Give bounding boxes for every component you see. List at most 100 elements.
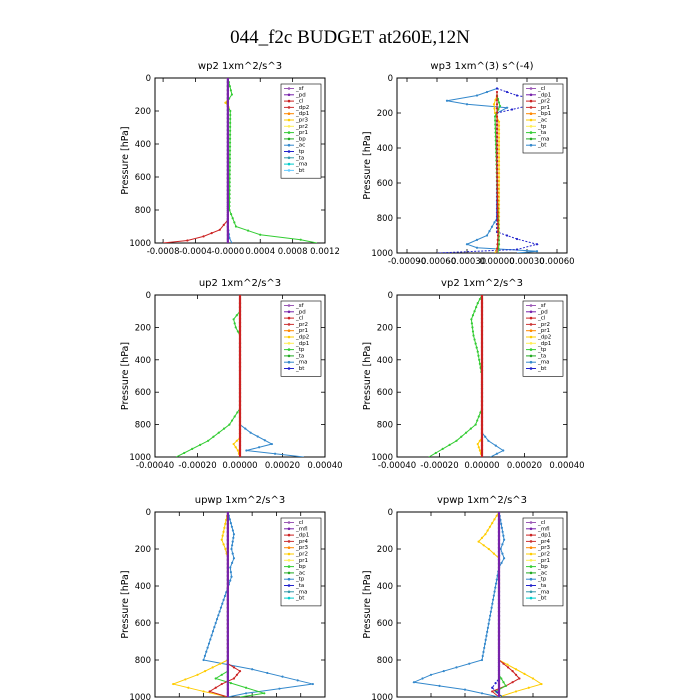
y-axis-label: Pressure [hPa] [362,570,373,638]
series-marker-bt [238,353,242,356]
series-marker-dp1 [448,443,451,446]
series-marker-bt [480,412,484,415]
series-marker-pr1 [497,179,501,183]
legend-marker [529,137,533,141]
series-marker-ta [535,243,539,246]
panel-title: wp2 1xm^2/s^3 [198,61,282,72]
series-marker-dp1 [491,690,494,693]
legend-marker [529,596,533,600]
y-tick-label: 400 [135,356,151,366]
series-marker-pr1 [228,133,232,136]
legend-entry: _ma [537,360,549,366]
series-marker-bt [226,647,229,650]
series-marker-tp [493,590,496,593]
series-group [163,78,318,243]
series-marker-tp [244,692,248,695]
series-marker-tp [219,606,223,609]
legend-marker [287,342,291,345]
series-marker-bt [226,535,229,538]
y-tick-label: 1000 [371,693,393,700]
legend-entry: _ma [295,360,307,366]
legend-marker [287,590,291,594]
series-marker-dp1 [473,310,476,313]
x-tick-label: 0.00020 [507,461,542,471]
series-marker-cl [495,131,499,134]
series-marker-cl [495,164,499,167]
series-marker-bt [226,522,229,526]
series-marker-bt [238,392,242,395]
series-marker-ta [505,90,509,94]
series-marker-bp1 [494,127,497,130]
series-marker-bt [480,329,484,332]
series-marker-bt [238,420,242,423]
legend-entry: _tp [295,149,305,155]
series-marker-pr1 [491,522,494,525]
series-marker-pr1 [219,662,222,665]
y-tick-label: 200 [377,109,393,119]
series-marker-pr1 [236,449,239,452]
legend-marker [287,521,291,524]
series-marker-tp [500,561,503,564]
plot-frame [396,511,568,698]
legend-marker [529,329,533,333]
series-marker-cl [495,148,499,151]
series-marker-bt [226,101,229,104]
legend-marker [287,131,291,134]
series-marker-bt [238,368,242,372]
legend-marker [287,118,291,122]
y-tick-label: 800 [135,206,151,216]
series-marker-tp [492,594,495,597]
series-marker-bt [226,121,229,124]
series-marker-bt [497,583,501,586]
series-marker-cl [496,195,499,198]
legend-marker [287,540,291,543]
series-group [171,512,314,697]
series-marker-cl [495,123,499,126]
series-marker-bt [497,587,501,590]
series-marker-pr1 [229,121,232,124]
legend-box [280,517,322,607]
series-marker-dp1 [478,358,481,361]
legend-entry: _ta [295,155,304,161]
x-tick-label: -0.0004 [179,247,212,257]
legend-marker [287,106,291,109]
series-marker-tp [505,106,509,109]
legend-marker [529,106,533,109]
series-marker-bt [497,571,501,574]
series-marker-pr1 [232,442,235,446]
series-marker-bp [502,681,505,684]
legend-entry: _tp [295,347,305,353]
series-marker-bt [497,512,501,514]
series-marker-pr1 [487,547,490,551]
legend-entry: _dp1 [295,111,309,117]
series-marker-dp2 [236,330,239,333]
legend-entry: _ac [537,118,547,124]
series-marker-cl [495,139,499,143]
legend-marker [287,546,291,549]
series-marker-bt [497,639,501,642]
y-tick-label: 400 [377,144,393,154]
legend-entry: _pr2 [537,322,550,328]
series-marker-pr1 [497,172,501,175]
y-tick-label: 400 [377,356,393,366]
series-marker-bt [238,345,242,348]
series-marker-bt [226,583,229,586]
series-marker-bt [226,627,229,630]
y-tick-label: 1000 [371,453,393,463]
series-marker-bt [238,357,242,360]
legend-entry: _ta [537,130,546,136]
legend-entry: _ac [537,570,547,576]
series-marker-bt [497,619,501,622]
series-marker-bt [226,197,229,200]
series-marker-bt [238,365,242,368]
legend-marker [529,87,533,90]
series-marker-tp [231,544,234,547]
y-tick-label: 200 [135,323,151,333]
series-line-dp2 [163,78,229,243]
series-marker-bt [238,432,242,435]
series-marker-tp [215,618,219,621]
series-marker-bt [226,161,229,164]
series-marker-dp2 [233,322,236,325]
series-marker-bt [226,149,229,152]
series-marker-pr1 [228,169,231,172]
